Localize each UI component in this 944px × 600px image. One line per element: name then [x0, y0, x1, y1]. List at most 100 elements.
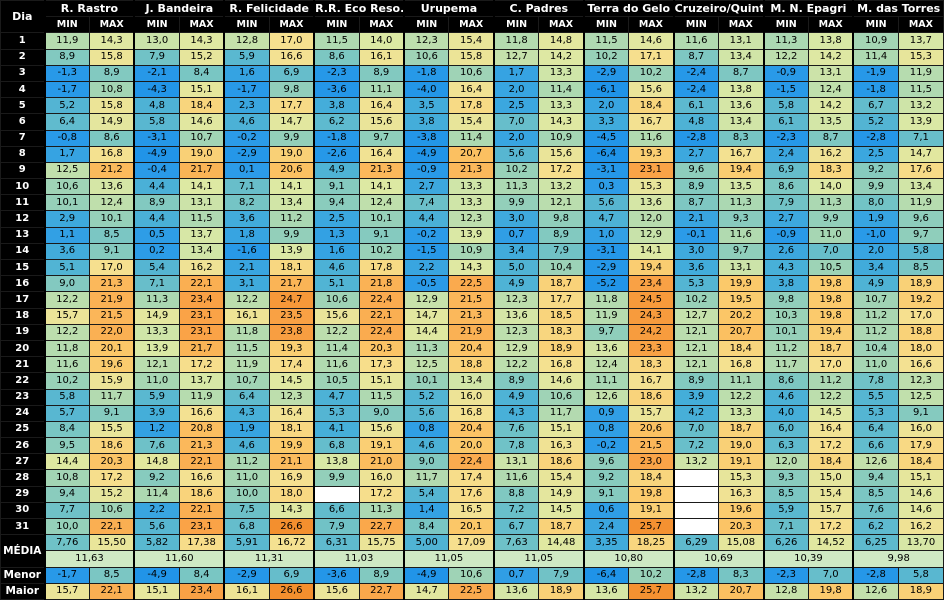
min-value-cell: 12,6 [852, 453, 899, 471]
min-value-cell: 6,9 [762, 161, 809, 180]
media-value-cell: 15,08 [718, 534, 764, 552]
maior-value-cell: 12,6 [852, 582, 899, 600]
max-value-cell: 8,3 [718, 129, 764, 147]
menor-row: Menor -1,7 8,5 -4,9 8,4 -2,9 6,9 -3,6 8,9 -4,9 10,… [0, 566, 944, 584]
min-value-cell: 10,0 [223, 485, 270, 503]
max-value-cell: 16,4 [268, 404, 315, 422]
maior-value-cell: 18,9 [538, 582, 585, 600]
min-value-cell: 14,4 [403, 323, 450, 341]
max-value-cell: 22,1 [178, 453, 225, 471]
min-value-cell: 11,2 [852, 307, 899, 325]
max-value-cell: 13,7 [178, 226, 225, 244]
overall-average-cell: 10,39 [762, 550, 854, 568]
min-value-cell: 9,5 [43, 437, 90, 455]
max-value-cell: 14,5 [538, 501, 585, 520]
max-value-cell: 21,5 [628, 437, 675, 455]
min-value-cell: -1,7 [223, 80, 270, 99]
min-value-cell: 11,1 [582, 372, 630, 390]
min-value-cell: 6,4 [223, 388, 270, 406]
table-row: 16 9,0 21,3 7,1 22,1 3,1 21,7 5,1 21,8 -0,5 22,5 4,… [0, 275, 944, 293]
min-value-cell: 3,6 [223, 210, 270, 228]
min-value-cell: 11,4 [313, 339, 360, 358]
max-value-cell: 14,6 [628, 32, 675, 50]
min-value-cell: 11,0 [133, 372, 180, 390]
max-value-cell: 19,4 [718, 161, 764, 180]
max-value-cell: 14,2 [807, 97, 854, 115]
day-label: 14 [0, 242, 45, 261]
min-value-cell: 4,9 [492, 388, 540, 406]
max-value-cell: 13,7 [178, 372, 225, 390]
table-row: 8 1,7 16,8 -4,9 19,0 -2,9 19,0 -2,6 16,4 -4,9 20,7… [0, 145, 944, 163]
min-value-cell: 11,6 [43, 356, 90, 374]
min-value-cell: -3,1 [133, 129, 180, 147]
min-value-cell: 0,2 [133, 242, 180, 261]
min-value-cell: 7,9 [762, 194, 809, 212]
min-value-cell: 11,4 [852, 48, 899, 66]
table-row: 4 -1,7 10,8 -4,3 15,1 -1,7 9,8 -3,6 11,1 -4,0 16,4… [0, 80, 944, 99]
min-value-cell: 1,6 [223, 64, 270, 82]
max-value-cell: 6,9 [268, 64, 315, 82]
max-value-cell: 21,3 [178, 437, 225, 455]
day-label: 5 [0, 97, 45, 115]
max-value-cell: 10,2 [358, 242, 405, 261]
min-value-cell: -1,5 [403, 242, 450, 261]
min-value-cell: 13,2 [672, 453, 720, 471]
min-value-cell: 13,0 [133, 32, 180, 50]
table-row: 12 2,9 10,1 4,4 11,5 3,6 11,2 2,5 10,1 4,4 12,3 3,0… [0, 210, 944, 228]
max-value-cell: 14,8 [538, 32, 585, 50]
max-value-cell: 20,1 [88, 339, 135, 358]
min-value-cell: 1,1 [43, 226, 90, 244]
min-value-cell: 2,4 [582, 517, 630, 536]
table-row: 20 11,8 20,1 13,9 21,7 11,5 19,3 11,4 20,3 11,3 20… [0, 339, 944, 358]
media-value-cell: 14,48 [538, 534, 585, 552]
min-value-cell: 8,7 [672, 48, 720, 66]
max-value-cell: 12,1 [538, 194, 585, 212]
max-value-cell: 9,8 [268, 80, 315, 99]
min-value-cell: 4,6 [403, 437, 450, 455]
min-value-cell: 1,9 [852, 210, 899, 228]
min-value-cell: 1,0 [582, 226, 630, 244]
max-value-cell: 16,4 [448, 80, 495, 99]
day-label: 31 [0, 517, 45, 536]
min-value-cell: 12,1 [133, 356, 180, 374]
max-value-cell: 18,4 [178, 97, 225, 115]
max-value-cell: 18,7 [538, 517, 585, 536]
min-value-cell: 3,9 [133, 404, 180, 422]
table-row: 27 14,4 20,3 14,8 22,1 11,2 21,1 13,8 21,0 9,0 22,… [0, 453, 944, 471]
max-value-cell: 21,5 [448, 291, 495, 309]
min-value-cell: -4,9 [133, 145, 180, 163]
min-value-cell: 2,0 [582, 97, 630, 115]
day-label: 15 [0, 258, 45, 277]
min-value-cell: 3,5 [403, 97, 450, 115]
min-value-cell: -1,8 [852, 80, 899, 99]
max-value-cell: 20,0 [448, 437, 495, 455]
table-row: 21 11,6 19,6 12,1 17,2 11,9 17,4 11,6 17,3 12,5 18… [0, 356, 944, 374]
station-header: C. Padres [492, 0, 585, 18]
max-value-cell: 11,7 [538, 404, 585, 422]
min-header: MIN [852, 16, 899, 34]
max-value-cell: 18,1 [268, 420, 315, 439]
max-value-cell: 16,5 [448, 501, 495, 520]
max-value-cell: 14,5 [268, 372, 315, 390]
menor-value-cell: -4,9 [133, 566, 180, 584]
min-value-cell: -2,3 [313, 64, 360, 82]
min-value-cell: 4,6 [313, 258, 360, 277]
min-value-cell: 3,6 [43, 242, 90, 261]
min-value-cell: 15,7 [43, 307, 90, 325]
min-value-cell: 5,1 [43, 258, 90, 277]
max-value-cell: 12,0 [628, 210, 675, 228]
maior-value-cell: 22,7 [358, 582, 405, 600]
day-label: 25 [0, 420, 45, 439]
station-header: Terra do Gelo [582, 0, 675, 18]
min-value-cell: 14,7 [403, 307, 450, 325]
min-header: MIN [133, 16, 180, 34]
max-value-cell: 20,3 [718, 517, 764, 536]
max-value-cell: 8,7 [718, 64, 764, 82]
min-value-cell: 11,7 [762, 356, 809, 374]
table-row: 6 6,4 14,9 5,8 14,6 4,6 14,7 6,2 15,6 3,8 15,4 7,0 1… [0, 113, 944, 131]
min-value-cell: 6,7 [492, 517, 540, 536]
max-value-cell: 7,0 [807, 242, 854, 261]
day-label: 10 [0, 178, 45, 196]
min-value-cell: 9,2 [582, 469, 630, 487]
max-value-cell: 23,1 [178, 323, 225, 341]
